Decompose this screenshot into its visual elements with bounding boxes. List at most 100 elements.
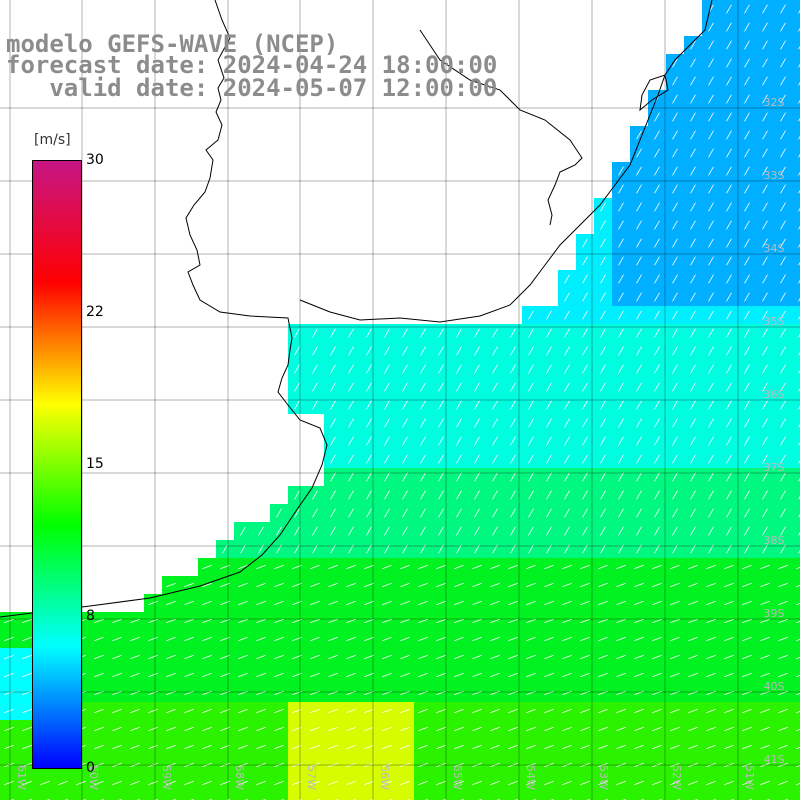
wind-arrow	[636, 274, 642, 284]
wind-arrow	[778, 654, 788, 660]
wind-arrow	[636, 418, 642, 428]
latitude-label: 37S	[764, 461, 785, 474]
colorbar-tick-label: 15	[86, 456, 104, 472]
wind-arrow	[652, 708, 662, 714]
wind-arrow	[294, 526, 300, 536]
wind-arrow	[130, 618, 140, 624]
wind-speed-cell	[648, 792, 666, 800]
wind-arrow	[618, 508, 624, 518]
wind-arrow	[600, 202, 606, 212]
wind-arrow	[366, 436, 372, 446]
wind-arrow	[618, 418, 624, 428]
wind-arrow	[420, 400, 426, 410]
wind-arrow	[328, 726, 338, 732]
wind-arrow	[310, 582, 320, 588]
wind-arrow	[670, 708, 680, 714]
wind-arrow	[580, 636, 590, 642]
wind-arrow	[654, 130, 660, 140]
wind-arrow	[670, 780, 680, 786]
wind-arrow	[708, 130, 714, 140]
wind-arrow	[724, 582, 734, 588]
wind-arrow	[276, 508, 282, 518]
wind-arrow	[708, 238, 714, 248]
wind-arrow	[706, 636, 716, 642]
wind-arrow	[184, 726, 194, 732]
wind-arrow	[670, 672, 680, 678]
wind-arrow	[744, 418, 750, 428]
wind-arrow	[582, 400, 588, 410]
longitude-label: 59W	[160, 765, 173, 790]
wind-arrow	[582, 526, 588, 536]
wind-arrow	[760, 780, 770, 786]
wind-arrow	[634, 726, 644, 732]
wind-arrow	[528, 400, 534, 410]
wind-arrow	[744, 508, 750, 518]
wind-arrow	[654, 292, 660, 302]
longitude-label: 54W	[524, 765, 537, 790]
wind-arrow	[744, 274, 750, 284]
latitude-label: 40S	[764, 680, 785, 693]
wind-arrow	[364, 600, 374, 606]
wind-arrow	[726, 310, 732, 320]
wind-arrow	[256, 618, 266, 624]
wind-arrow	[726, 346, 732, 356]
wind-arrow	[508, 564, 518, 570]
wind-arrow	[652, 600, 662, 606]
wind-arrow	[528, 472, 534, 482]
wind-arrow	[564, 472, 570, 482]
wind-arrow	[436, 654, 446, 660]
wind-arrow	[456, 436, 462, 446]
wind-speed-cell	[792, 486, 800, 504]
wind-arrow	[616, 672, 626, 678]
wind-arrow	[780, 58, 786, 68]
wind-arrow	[780, 418, 786, 428]
wind-arrow	[636, 508, 642, 518]
wind-speed-cell	[792, 450, 800, 468]
wind-arrow	[402, 490, 408, 500]
wind-arrow	[672, 256, 678, 266]
wind-arrow	[562, 672, 572, 678]
wind-arrow	[508, 618, 518, 624]
wind-arrow	[438, 346, 444, 356]
wind-arrow	[438, 508, 444, 518]
wind-arrow	[348, 364, 354, 374]
wind-arrow	[654, 238, 660, 248]
wind-arrow	[546, 490, 552, 500]
wind-arrow	[544, 672, 554, 678]
wind-arrow	[508, 780, 518, 786]
wind-arrow	[492, 346, 498, 356]
wind-arrow	[726, 58, 732, 68]
wind-arrow	[634, 780, 644, 786]
wind-speed-cell	[792, 162, 800, 180]
wind-arrow	[294, 382, 300, 392]
wind-arrow	[274, 780, 284, 786]
wind-arrow	[636, 328, 642, 338]
wind-arrow	[780, 94, 786, 104]
wind-arrow	[184, 636, 194, 642]
wind-arrow	[546, 346, 552, 356]
wind-arrow	[670, 564, 680, 570]
wind-arrow	[708, 364, 714, 374]
wind-arrow	[22, 618, 32, 624]
wind-arrow	[22, 780, 32, 786]
wind-arrow	[618, 436, 624, 446]
wind-arrow	[238, 726, 248, 732]
wind-arrow	[598, 582, 608, 588]
wind-arrow	[690, 220, 696, 230]
wind-arrow	[652, 672, 662, 678]
wind-arrow	[348, 418, 354, 428]
wind-arrow	[744, 220, 750, 230]
wind-arrow	[184, 672, 194, 678]
wind-arrow	[330, 472, 336, 482]
wind-arrow	[456, 400, 462, 410]
wind-arrow	[762, 112, 768, 122]
wind-arrow	[562, 582, 572, 588]
colorbar-tick-label: 8	[86, 608, 95, 624]
wind-arrow	[762, 94, 768, 104]
wind-arrow	[708, 490, 714, 500]
wind-arrow	[708, 328, 714, 338]
wind-speed-cell	[792, 594, 800, 612]
wind-arrow	[384, 526, 390, 536]
wind-arrow	[618, 292, 624, 302]
